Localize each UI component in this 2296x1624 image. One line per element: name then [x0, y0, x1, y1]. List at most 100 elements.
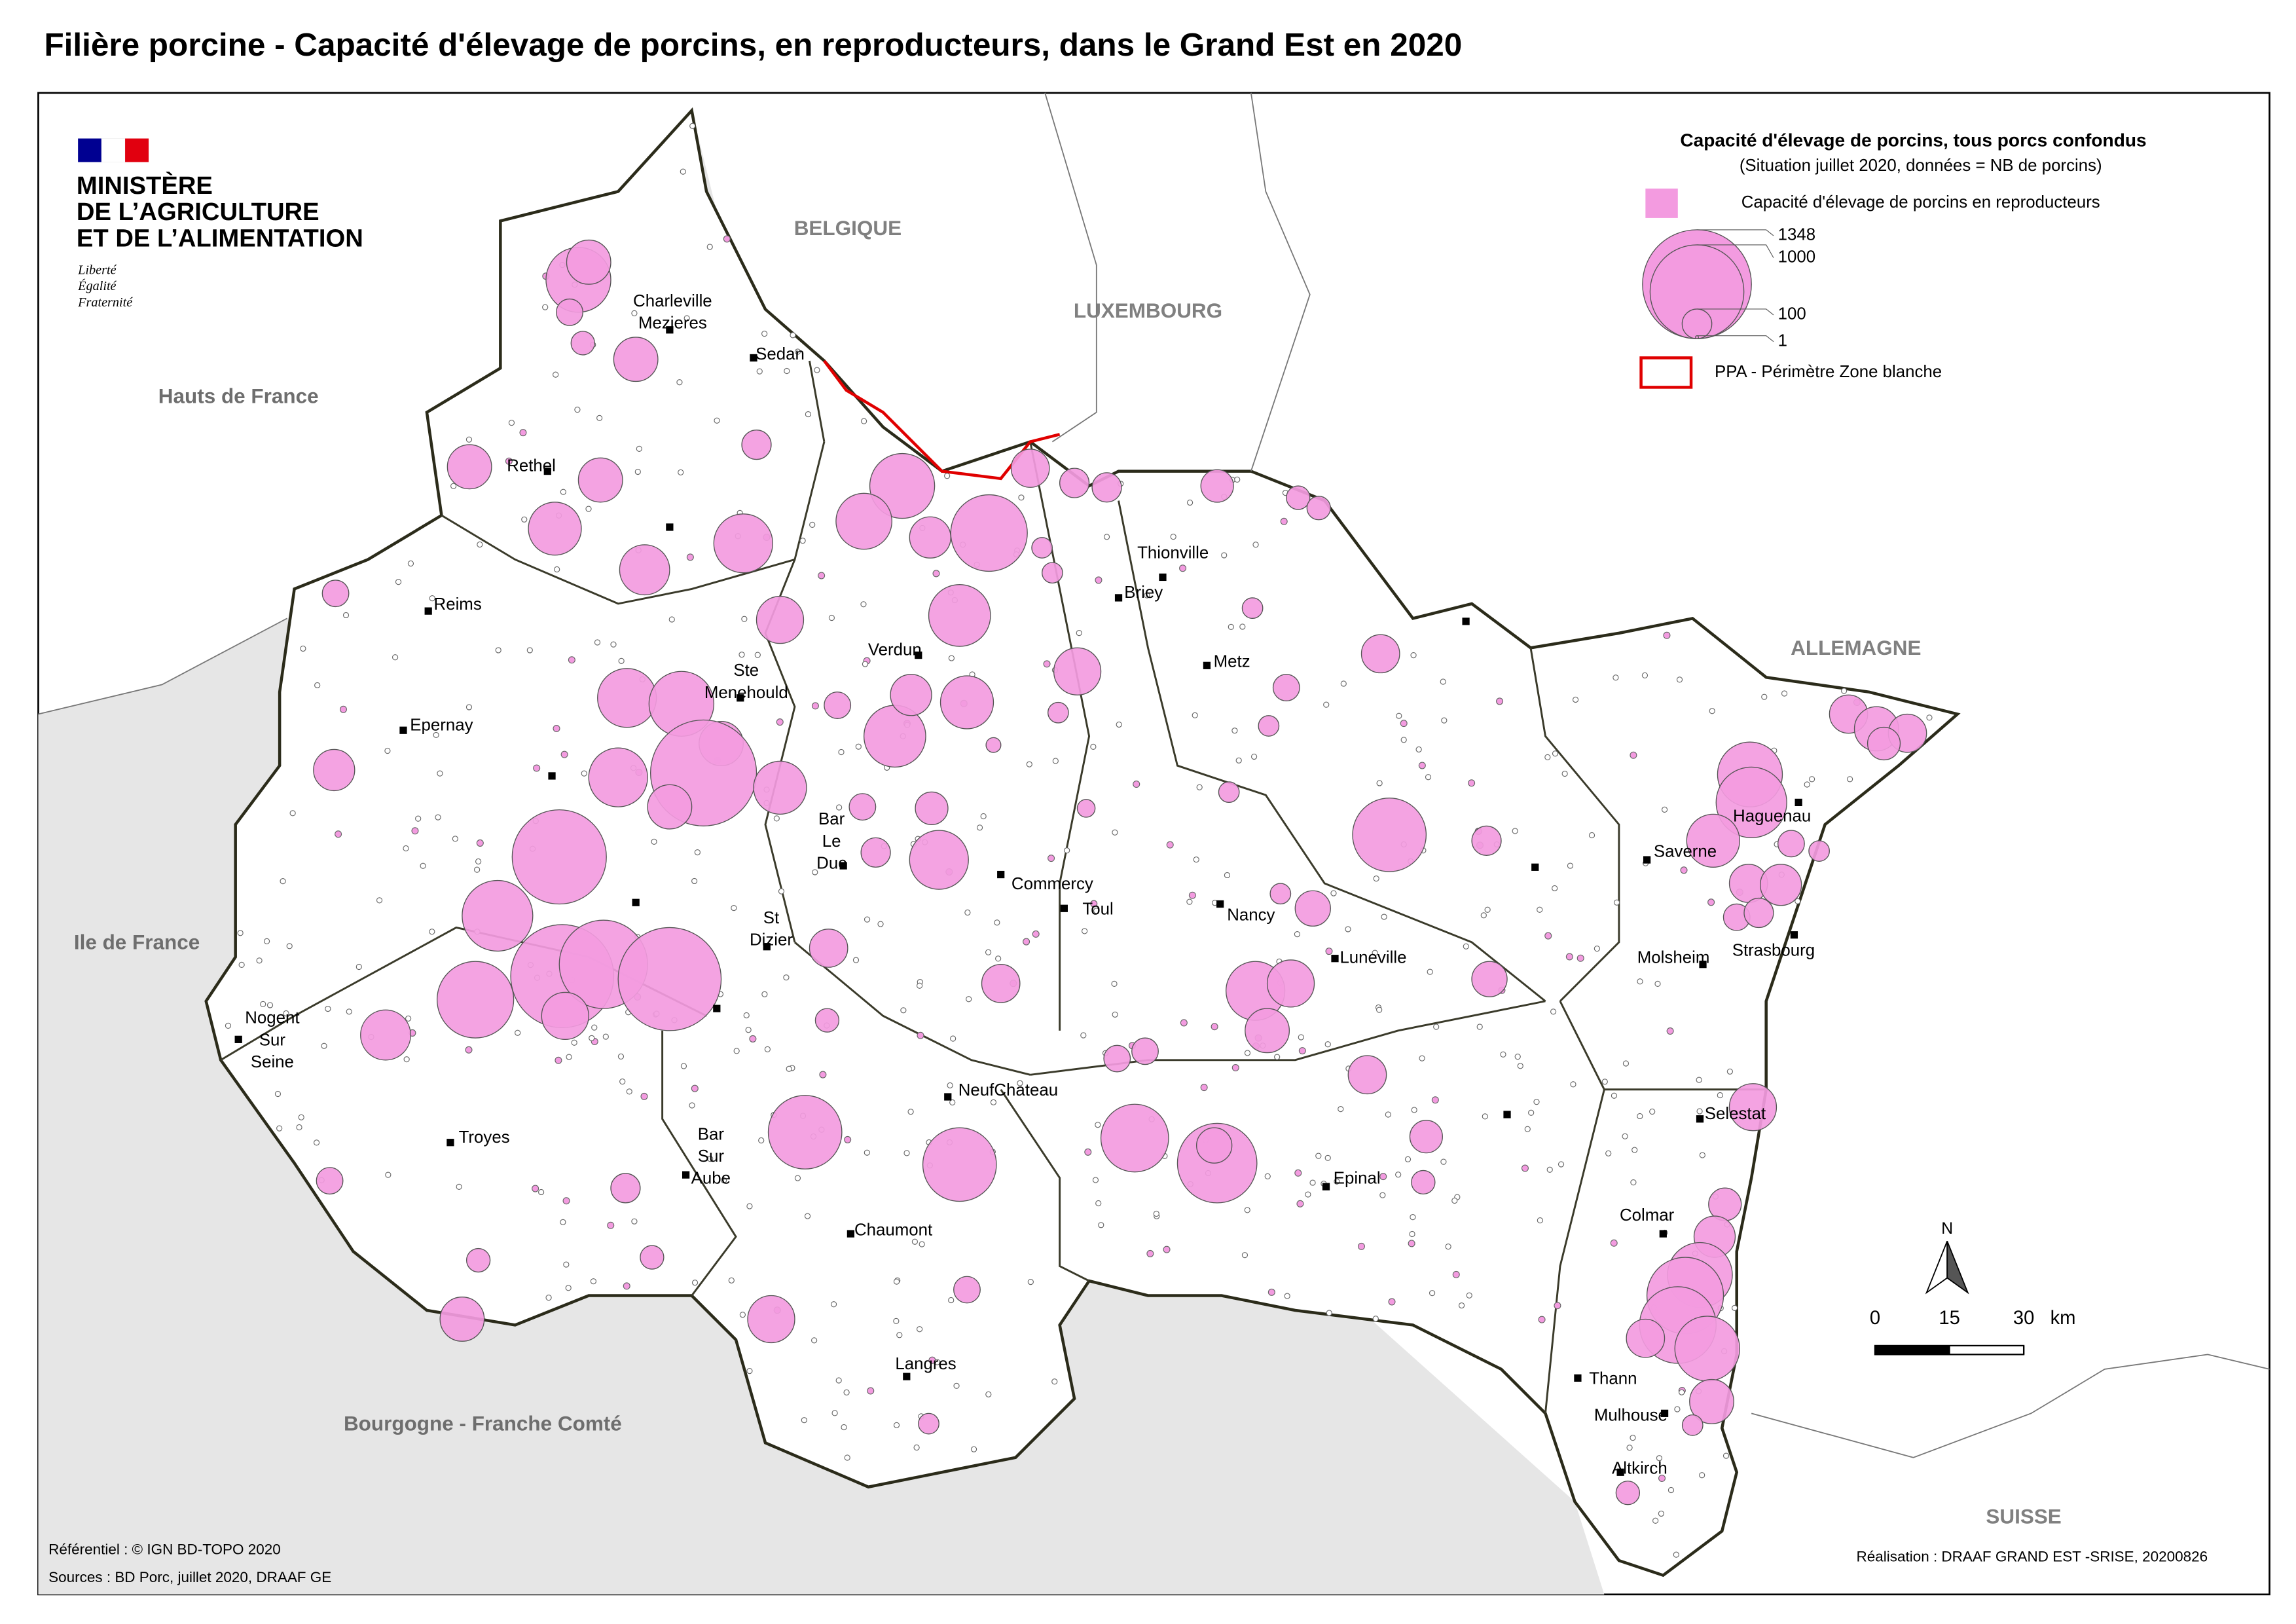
farm-circle: [1347, 1055, 1387, 1095]
farm-dot: [571, 1039, 577, 1046]
farm-dot: [818, 572, 826, 580]
city-marker: [763, 943, 771, 951]
farm-dot: [1538, 1316, 1546, 1323]
farm-dot: [1098, 1222, 1104, 1228]
farm-dot: [1544, 932, 1552, 940]
department-border: [1544, 1089, 1605, 1414]
farm-dot: [1372, 950, 1378, 956]
farm-dot: [631, 310, 638, 316]
farm-circle: [1626, 1318, 1666, 1358]
farm-dot: [1404, 1156, 1412, 1162]
farm-dot: [1324, 1041, 1331, 1048]
farm-dot: [790, 332, 796, 339]
farm-circle: [1131, 1037, 1159, 1065]
city-label: Dizier: [750, 931, 793, 950]
farm-dot: [758, 1137, 765, 1144]
farm-circle: [465, 1247, 491, 1273]
farm-dot: [764, 1046, 771, 1052]
city-label: Metz: [1214, 653, 1250, 671]
legend-leader: [1697, 229, 1774, 236]
farm-dot: [1425, 774, 1432, 781]
farm-circle: [1686, 813, 1740, 868]
farm-dot: [948, 1297, 955, 1304]
farm-dot: [731, 904, 737, 912]
city-label: Charleville: [633, 292, 712, 310]
farm-circle: [835, 492, 892, 550]
farm-dot: [1550, 1008, 1557, 1015]
farm-dot: [626, 1088, 632, 1095]
farm-dot: [526, 647, 533, 654]
farm-dot: [1429, 1290, 1436, 1297]
farm-dot: [949, 1099, 956, 1106]
farm-dot: [1111, 980, 1118, 987]
farm-circle: [1411, 1170, 1436, 1195]
farm-dot: [980, 813, 987, 820]
farm-circle: [909, 516, 951, 559]
farm-circle: [462, 879, 534, 952]
farm-dot: [1761, 693, 1768, 700]
farm-dot: [746, 1367, 753, 1375]
farm-dot: [811, 702, 819, 710]
city-label: Le: [822, 832, 841, 851]
scale-bar: 0 15 30 km: [1870, 1308, 2076, 1356]
farm-circle: [556, 298, 583, 326]
farm-dot: [1637, 978, 1643, 985]
logo-motto: Liberté: [77, 263, 117, 277]
farm-dot: [465, 1046, 473, 1054]
city-label: Epernay: [410, 716, 473, 734]
farm-dot: [794, 1175, 801, 1181]
farm-dot: [893, 1422, 900, 1428]
farm-dot: [263, 938, 270, 944]
country-label: SUISSE: [1986, 1505, 2061, 1528]
farm-dot: [1468, 779, 1476, 787]
city-marker: [997, 870, 1005, 879]
farm-dot: [1445, 1244, 1451, 1250]
farm-dot: [1804, 781, 1810, 788]
farm-circle: [1760, 864, 1802, 906]
farm-dot: [913, 1444, 920, 1451]
farm-dot: [1613, 674, 1619, 681]
farm-dot: [784, 367, 790, 375]
scale-unit: km: [2050, 1308, 2076, 1329]
farm-dot: [835, 1377, 842, 1384]
farm-dot: [773, 815, 780, 822]
credit: Référentiel : © IGN BD-TOPO 2020: [48, 1541, 281, 1557]
farm-dot: [723, 235, 731, 243]
farm-dot: [585, 506, 592, 512]
city-label: Menehould: [704, 684, 788, 702]
farm-dot: [1484, 906, 1491, 913]
city-marker: [1574, 1374, 1582, 1382]
farm-dot: [298, 1114, 304, 1120]
city-label: Colmar: [1620, 1206, 1675, 1225]
farm-dot: [495, 647, 501, 654]
farm-dot: [1092, 1177, 1099, 1183]
farm-dot: [776, 718, 784, 726]
city-label: Thann: [1589, 1369, 1637, 1388]
farm-dot: [964, 909, 971, 916]
grand-est: [204, 107, 1961, 1578]
farm-dot: [610, 641, 617, 648]
legend-size-label: 1000: [1778, 248, 1815, 266]
farm-dot: [1133, 781, 1140, 788]
farm-dot: [1679, 1389, 1685, 1395]
farm-dot: [738, 652, 745, 658]
farm-dot: [1280, 517, 1288, 525]
farm-dot: [990, 1099, 997, 1105]
farm-dot: [903, 1150, 910, 1156]
farm-dot: [1116, 721, 1122, 728]
farm-dot: [1396, 712, 1402, 719]
farm-dot: [911, 1238, 919, 1245]
farm-circle: [1258, 715, 1280, 737]
farm-dot: [1146, 1249, 1154, 1257]
farm-dot: [799, 538, 806, 544]
region-label: Hauts de France: [158, 384, 319, 407]
north-label: N: [1941, 1220, 1953, 1238]
farm-dot: [1228, 623, 1234, 631]
country-borders: [38, 92, 2270, 1458]
farm-dot: [565, 1285, 572, 1291]
farm-dot: [1018, 494, 1025, 501]
logo-line: MINISTÈRE: [77, 171, 213, 200]
city-label: Sedan: [756, 345, 805, 363]
farm-dot: [554, 566, 560, 573]
farm-dot: [1661, 806, 1668, 813]
